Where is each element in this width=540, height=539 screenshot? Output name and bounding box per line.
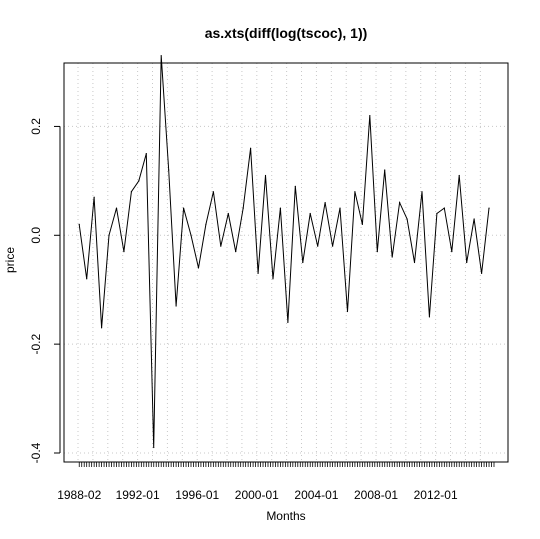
y-tick-label: -0.4 bbox=[29, 442, 43, 463]
data-point bbox=[302, 261, 304, 264]
chart-title: as.xts(diff(log(tscoc), 1)) bbox=[205, 25, 368, 41]
data-point bbox=[205, 223, 207, 225]
plot-frame bbox=[63, 62, 509, 463]
data-point bbox=[287, 321, 289, 323]
x-tick-label: 2000-01 bbox=[235, 488, 279, 502]
y-axis-label: price bbox=[3, 247, 17, 273]
data-point bbox=[384, 169, 386, 171]
series-layer bbox=[78, 55, 490, 449]
data-point bbox=[242, 207, 244, 209]
data-point bbox=[123, 251, 125, 253]
data-point bbox=[108, 234, 110, 236]
data-point bbox=[294, 185, 296, 187]
data-point bbox=[480, 272, 483, 274]
y-tick-label: 0.0 bbox=[29, 227, 43, 244]
x-tick-label: 2008-01 bbox=[354, 488, 398, 502]
data-point bbox=[182, 207, 185, 209]
data-point bbox=[78, 223, 80, 225]
data-point bbox=[451, 251, 453, 253]
data-point bbox=[86, 278, 88, 280]
y-tick-label: -0.2 bbox=[29, 333, 43, 354]
data-point bbox=[160, 55, 162, 57]
data-point bbox=[488, 207, 490, 209]
data-point bbox=[220, 245, 222, 247]
data-point bbox=[436, 212, 438, 215]
data-point bbox=[197, 267, 200, 269]
x-tick-label: 2012-01 bbox=[414, 488, 458, 502]
data-point bbox=[93, 196, 95, 198]
x-tick-label: 1992-01 bbox=[116, 488, 160, 502]
data-point bbox=[428, 316, 431, 318]
data-point bbox=[309, 212, 311, 215]
data-point bbox=[153, 446, 155, 449]
data-point bbox=[399, 202, 401, 204]
data-point bbox=[138, 180, 140, 182]
axes-layer: -0.4 -0.2 0.0 0.2 1988-02 1992-01 1996-01 2000-… bbox=[29, 62, 509, 502]
series-line bbox=[78, 55, 490, 448]
data-point bbox=[331, 245, 334, 247]
data-point bbox=[115, 207, 118, 209]
data-point bbox=[324, 202, 326, 204]
data-point bbox=[339, 207, 341, 209]
x-tick-label: 1988-02 bbox=[57, 488, 101, 502]
data-point bbox=[361, 223, 363, 225]
data-point bbox=[346, 310, 349, 313]
x-axis-label: Months bbox=[266, 509, 305, 523]
data-point bbox=[212, 191, 214, 193]
x-tick-label: 2004-01 bbox=[294, 488, 338, 502]
data-point bbox=[413, 261, 416, 264]
data-point bbox=[391, 256, 393, 258]
data-point bbox=[272, 278, 274, 280]
data-point bbox=[279, 207, 282, 209]
data-point bbox=[175, 305, 177, 307]
data-point bbox=[406, 218, 408, 220]
data-point bbox=[443, 207, 445, 209]
grid-layer bbox=[64, 63, 508, 462]
data-point bbox=[458, 174, 460, 177]
data-point bbox=[100, 327, 103, 329]
data-point bbox=[145, 153, 147, 155]
data-point bbox=[376, 251, 378, 253]
data-point bbox=[190, 234, 192, 236]
data-point bbox=[466, 261, 468, 264]
data-point bbox=[369, 114, 371, 117]
data-point bbox=[168, 169, 170, 171]
data-point bbox=[421, 191, 423, 193]
data-point bbox=[130, 191, 132, 193]
x-tick-label: 1996-01 bbox=[175, 488, 219, 502]
y-tick-label: 0.2 bbox=[29, 118, 43, 135]
data-point bbox=[235, 251, 237, 253]
data-point bbox=[257, 272, 259, 274]
data-point bbox=[250, 147, 252, 149]
data-point bbox=[264, 174, 267, 177]
data-point bbox=[317, 245, 319, 247]
data-point bbox=[227, 212, 229, 215]
data-point bbox=[354, 191, 356, 193]
data-point bbox=[473, 218, 475, 220]
